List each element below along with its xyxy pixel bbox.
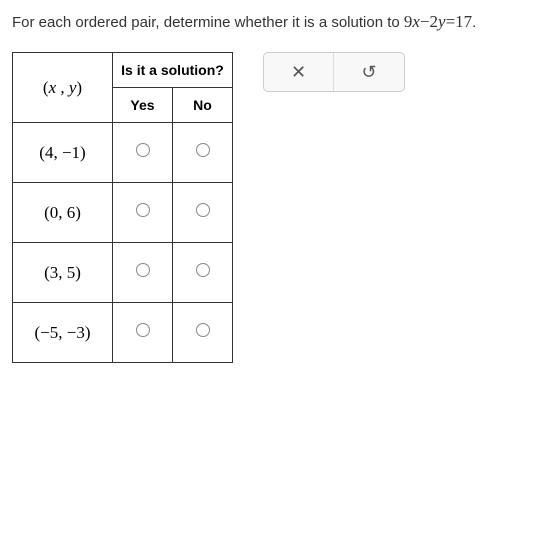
minus-op: −	[420, 12, 430, 31]
radio-cell-no	[173, 303, 233, 363]
radio-cell-yes	[113, 183, 173, 243]
rhs: 17	[455, 12, 472, 31]
radio-cell-no	[173, 243, 233, 303]
equals: =	[446, 12, 456, 31]
header-var-x: x	[49, 78, 57, 97]
header-no: No	[173, 88, 233, 123]
paren-close: )	[76, 78, 82, 97]
header-comma: ,	[56, 78, 69, 97]
header-pair: (x , y)	[13, 53, 113, 123]
radio-cell-yes	[113, 243, 173, 303]
content-row: (x , y) Is it a solution? Yes No (4, −1)…	[12, 52, 527, 363]
radio-no[interactable]	[196, 263, 210, 277]
var-x: x	[412, 12, 420, 31]
radio-no[interactable]	[196, 323, 210, 337]
question-text: For each ordered pair, determine whether…	[12, 12, 527, 32]
radio-yes[interactable]	[136, 263, 150, 277]
table-row: (4, −1)	[13, 123, 233, 183]
undo-icon: ↺	[361, 62, 376, 83]
toolbar: ✕ ↺	[263, 52, 405, 92]
question-suffix: .	[472, 14, 476, 31]
radio-cell-no	[173, 183, 233, 243]
var-y: y	[438, 12, 446, 31]
header-yes: Yes	[113, 88, 173, 123]
radio-yes[interactable]	[136, 203, 150, 217]
coef2: 2	[430, 12, 439, 31]
table-row: (−5, −3)	[13, 303, 233, 363]
header-solution: Is it a solution?	[113, 53, 233, 88]
pair-cell: (−5, −3)	[13, 303, 113, 363]
pair-cell: (4, −1)	[13, 123, 113, 183]
equation: 9x−2y=17	[404, 12, 472, 31]
close-icon: ✕	[291, 62, 306, 83]
table-row: (0, 6)	[13, 183, 233, 243]
radio-no[interactable]	[196, 143, 210, 157]
question-prefix: For each ordered pair, determine whether…	[12, 14, 404, 31]
radio-yes[interactable]	[136, 143, 150, 157]
radio-cell-yes	[113, 303, 173, 363]
pair-cell: (3, 5)	[13, 243, 113, 303]
undo-button[interactable]: ↺	[334, 53, 404, 91]
radio-no[interactable]	[196, 203, 210, 217]
header-row-1: (x , y) Is it a solution?	[13, 53, 233, 88]
table-row: (3, 5)	[13, 243, 233, 303]
radio-cell-no	[173, 123, 233, 183]
close-button[interactable]: ✕	[264, 53, 334, 91]
pair-cell: (0, 6)	[13, 183, 113, 243]
radio-yes[interactable]	[136, 323, 150, 337]
radio-cell-yes	[113, 123, 173, 183]
solution-table: (x , y) Is it a solution? Yes No (4, −1)…	[12, 52, 233, 363]
